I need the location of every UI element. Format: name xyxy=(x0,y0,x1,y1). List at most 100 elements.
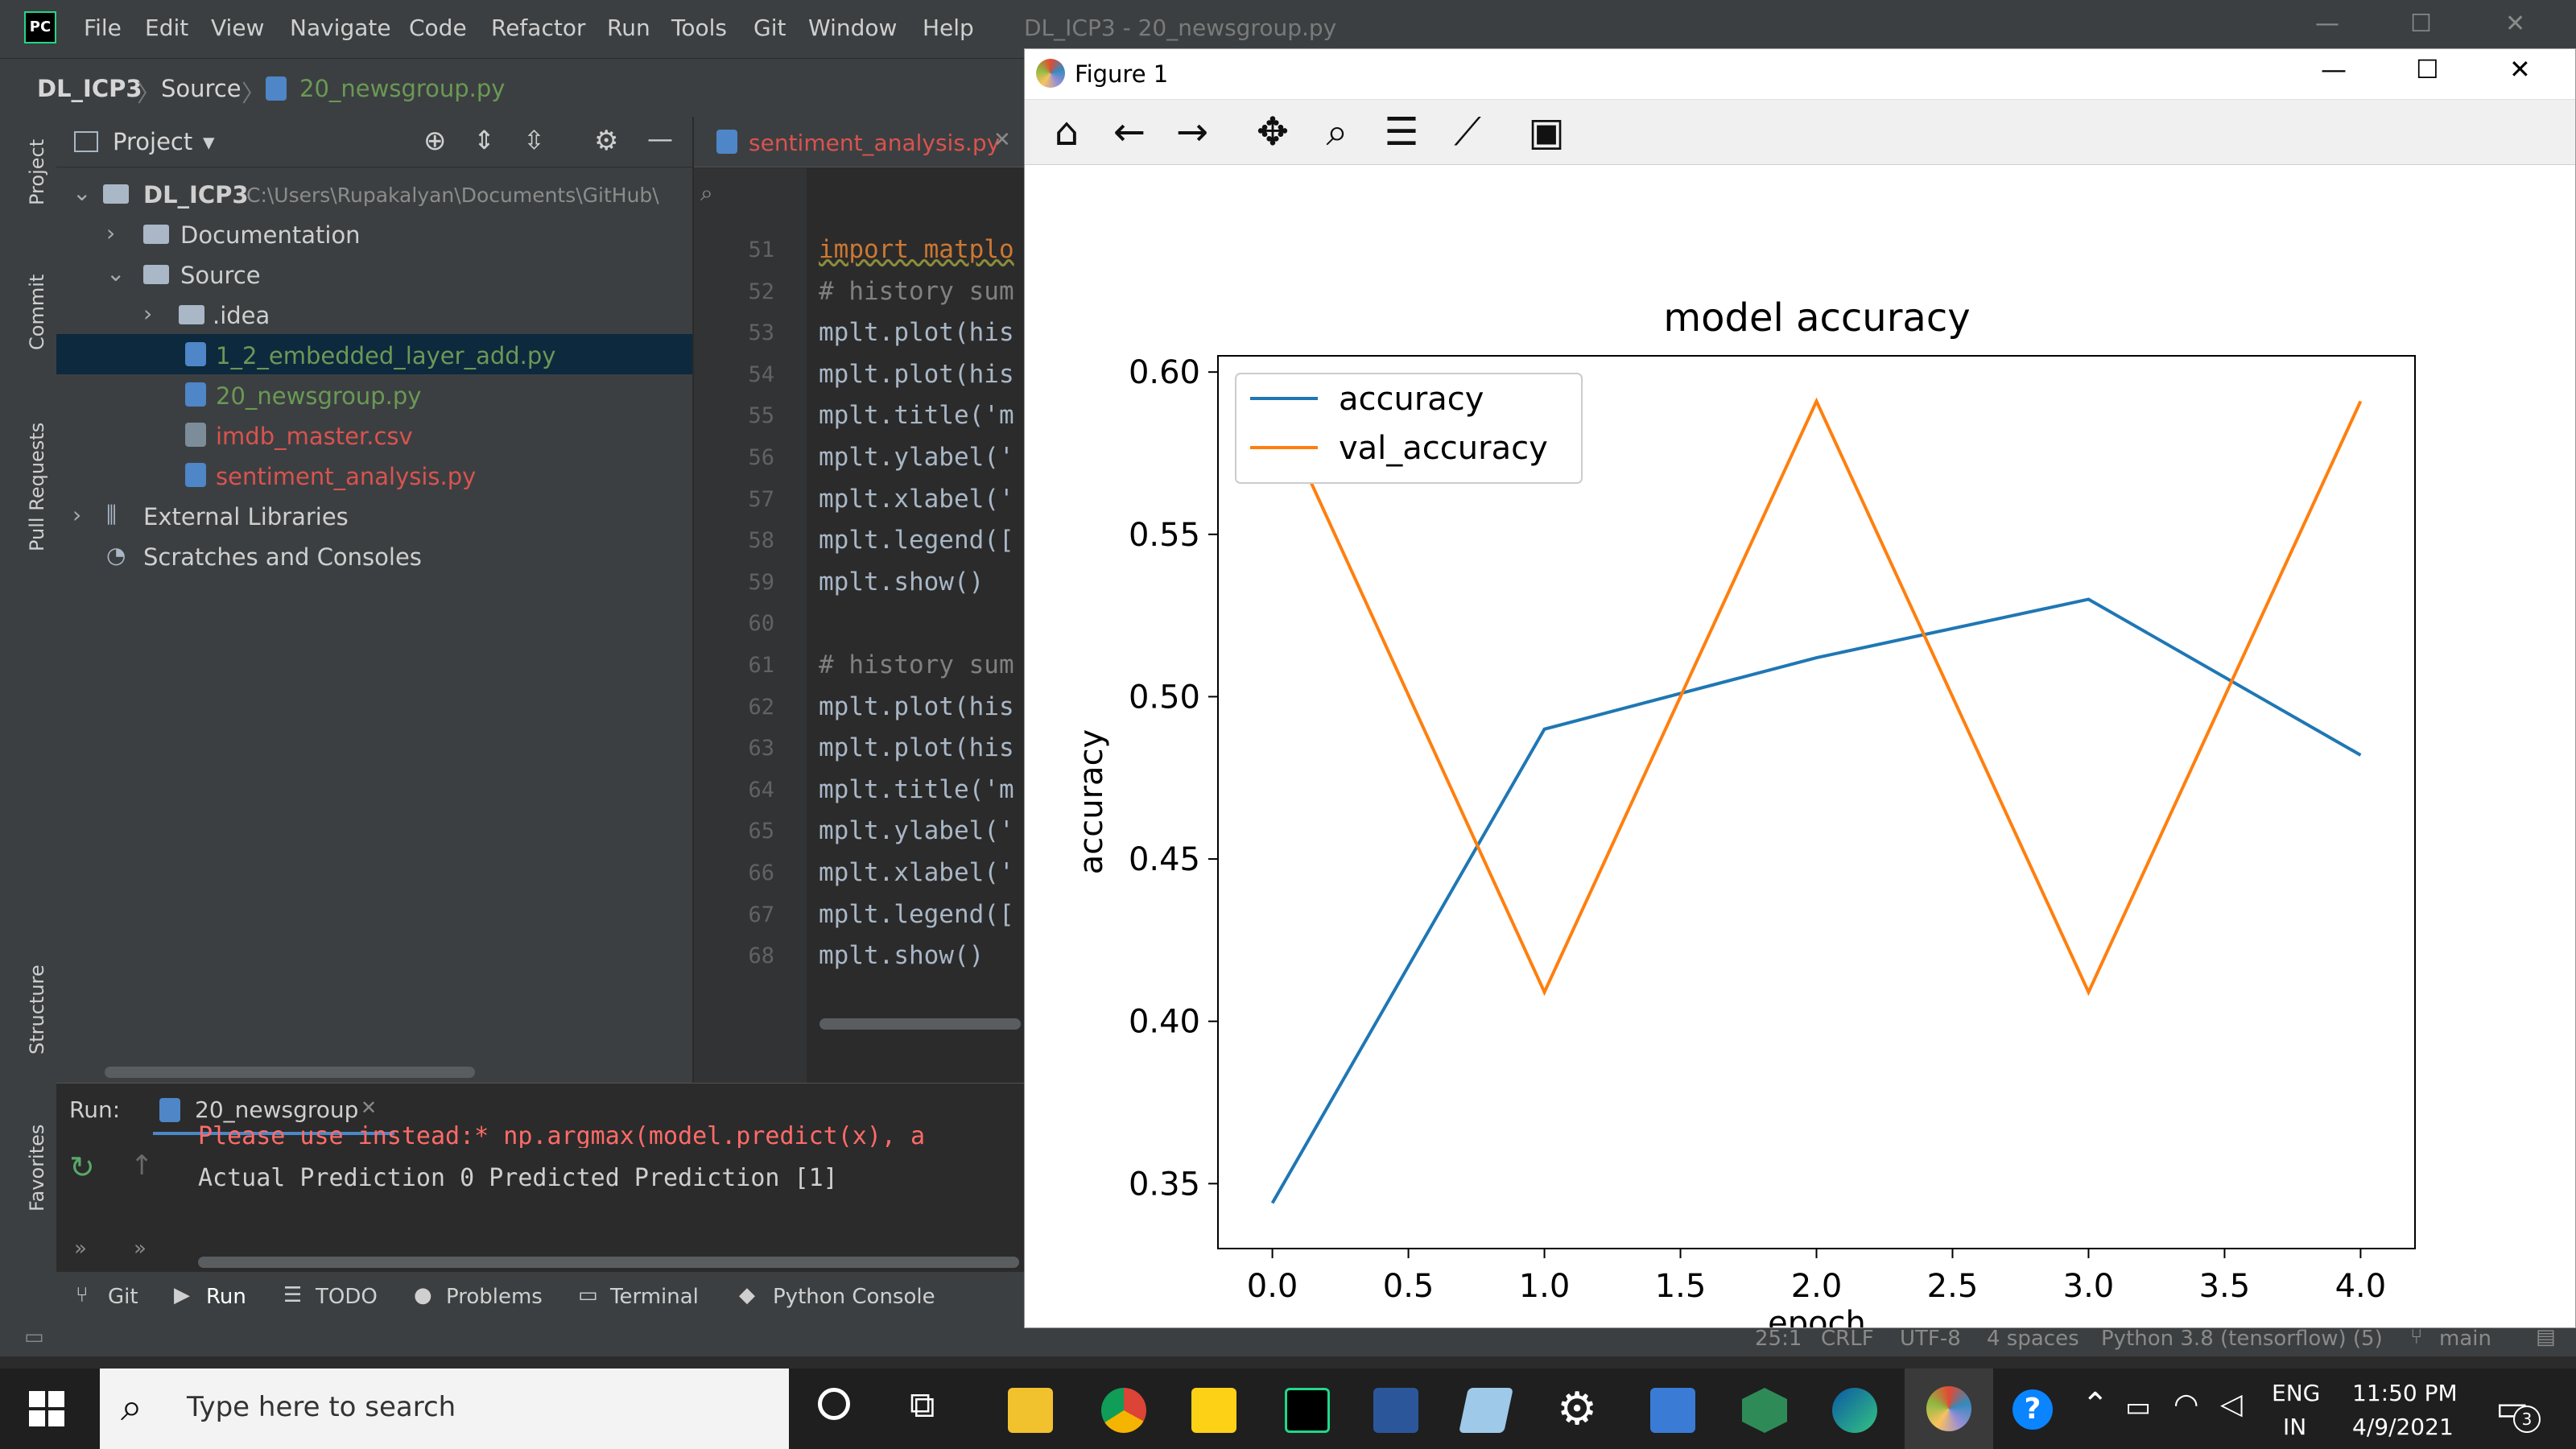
tree-item-embedded-layer[interactable]: 1_2_embedded_layer_add.py xyxy=(56,334,692,374)
status-encoding[interactable]: UTF-8 xyxy=(1900,1327,1961,1351)
run-output-scrollbar[interactable] xyxy=(198,1257,1019,1268)
back-arrow-icon[interactable]: ← xyxy=(1113,109,1146,155)
zoom-icon[interactable]: ⌕ xyxy=(1326,109,1348,155)
horizontal-scrollbar[interactable] xyxy=(105,1067,475,1078)
figure-maximize-icon[interactable]: ☐ xyxy=(2416,54,2439,85)
menu-edit[interactable]: Edit xyxy=(145,14,189,41)
menu-tools[interactable]: Tools xyxy=(671,14,727,41)
run-tab-20-newsgroup[interactable]: 20_newsgroup xyxy=(195,1096,359,1123)
clock-time[interactable]: 11:50 PM xyxy=(2352,1380,2458,1406)
more-actions-icon[interactable]: » xyxy=(74,1236,87,1261)
menu-file[interactable]: File xyxy=(84,14,122,41)
project-view-selector[interactable]: Project xyxy=(113,128,193,155)
pan-icon[interactable]: ✥ xyxy=(1256,109,1290,155)
rerun-icon[interactable]: ↻ xyxy=(69,1150,95,1185)
tree-item-root[interactable]: ⌄ DL_ICP3 C:\Users\Rupakalyan\Documents\… xyxy=(56,173,692,213)
menu-help[interactable]: Help xyxy=(923,14,974,41)
status-line-separator[interactable]: CRLF xyxy=(1821,1327,1874,1351)
windows-start-icon[interactable] xyxy=(29,1391,64,1426)
notifications-icon[interactable]: ▤ xyxy=(2536,1325,2556,1349)
more-actions-icon[interactable]: » xyxy=(134,1236,147,1261)
menu-run[interactable]: Run xyxy=(607,14,650,41)
tree-item-imdb-master[interactable]: imdb_master.csv xyxy=(56,415,692,455)
status-caret-position[interactable]: 25:1 xyxy=(1755,1327,1802,1351)
tool-button-python-console[interactable]: Python Console xyxy=(773,1285,935,1309)
tray-chevron-up-icon[interactable]: ⌃ xyxy=(2082,1386,2109,1423)
configure-icon[interactable]: ☰ xyxy=(1384,109,1419,155)
photos-icon[interactable] xyxy=(1650,1388,1695,1433)
status-indent[interactable]: 4 spaces xyxy=(1987,1327,2079,1351)
ide-maximize-icon[interactable]: ☐ xyxy=(2410,10,2432,38)
breadcrumb-source[interactable]: Source xyxy=(161,75,242,102)
side-tab-project[interactable]: Project xyxy=(26,138,48,205)
tool-button-terminal[interactable]: Terminal xyxy=(610,1285,699,1309)
side-tab-pull-requests[interactable]: Pull Requests xyxy=(26,422,48,551)
edit-axis-icon[interactable]: ⟋ xyxy=(1454,109,1481,155)
matplotlib-taskbar-slot[interactable] xyxy=(1905,1368,1993,1449)
search-icon[interactable]: ⌕ xyxy=(700,180,713,206)
battery-icon[interactable]: ▭ xyxy=(2125,1391,2152,1423)
tree-item-idea[interactable]: › .idea xyxy=(56,294,692,334)
notes-app-icon[interactable] xyxy=(1459,1388,1513,1433)
taskbar-search-box[interactable]: ⌕ Type here to search xyxy=(100,1368,789,1449)
side-tab-structure[interactable]: Structure xyxy=(26,964,48,1055)
task-view-icon[interactable]: ⧉ xyxy=(910,1385,935,1426)
language-indicator[interactable]: ENG xyxy=(2272,1380,2321,1406)
editor-scrollbar[interactable] xyxy=(819,1018,1021,1030)
tree-item-scratches[interactable]: ◔ Scratches and Consoles xyxy=(56,535,692,576)
settings-icon[interactable]: ⚙ xyxy=(1557,1383,1598,1435)
menu-code[interactable]: Code xyxy=(409,14,467,41)
ide-close-icon[interactable]: ✕ xyxy=(2505,10,2526,38)
status-git-branch[interactable]: main xyxy=(2439,1327,2491,1351)
menu-window[interactable]: Window xyxy=(808,14,898,41)
collapse-all-icon[interactable]: ⇳ xyxy=(523,125,545,155)
expand-all-icon[interactable]: ⇕ xyxy=(473,125,495,155)
menu-refactor[interactable]: Refactor xyxy=(491,14,586,41)
language-region[interactable]: IN xyxy=(2283,1414,2307,1440)
code-editor[interactable]: sentiment_analysis.py ✕ ⌕ 51 import matpl… xyxy=(694,117,1024,1083)
tree-item-external-libraries[interactable]: › ⫼ External Libraries xyxy=(56,495,692,535)
ide-minimize-icon[interactable]: — xyxy=(2315,10,2339,38)
side-tab-commit[interactable]: Commit xyxy=(26,274,48,350)
volume-icon[interactable]: ◁ xyxy=(2220,1388,2243,1421)
side-tab-favorites[interactable]: Favorites xyxy=(26,1124,48,1212)
menu-navigate[interactable]: Navigate xyxy=(290,14,391,41)
hide-panel-icon[interactable]: — xyxy=(647,123,673,154)
tree-item-documentation[interactable]: › Documentation xyxy=(56,213,692,254)
tree-item-source[interactable]: ⌄ Source xyxy=(56,254,692,294)
tree-item-20-newsgroup[interactable]: 20_newsgroup.py xyxy=(56,374,692,415)
locate-icon[interactable]: ⊕ xyxy=(423,125,447,157)
wifi-icon[interactable]: ◠ xyxy=(2174,1388,2199,1421)
chevron-right-icon[interactable]: › xyxy=(106,220,116,246)
breadcrumb-file[interactable]: 20_newsgroup.py xyxy=(299,75,506,102)
figure-close-icon[interactable]: ✕ xyxy=(2509,54,2531,85)
save-icon[interactable]: ▣ xyxy=(1528,109,1565,155)
help-icon[interactable]: ? xyxy=(2013,1389,2053,1430)
tool-button-run[interactable]: Run xyxy=(206,1285,246,1309)
chevron-right-icon[interactable]: › xyxy=(72,502,82,528)
editor-tab-sentiment-analysis[interactable]: sentiment_analysis.py xyxy=(749,130,1001,156)
taskbar-search-input[interactable]: Type here to search xyxy=(187,1391,456,1423)
edge-icon[interactable] xyxy=(1832,1388,1877,1433)
breadcrumb-project[interactable]: DL_ICP3 xyxy=(37,75,142,102)
chevron-down-icon[interactable]: ⌄ xyxy=(72,180,92,206)
forward-arrow-icon[interactable]: → xyxy=(1175,109,1209,155)
menu-view[interactable]: View xyxy=(211,14,265,41)
chrome-icon[interactable] xyxy=(1101,1388,1146,1433)
status-interpreter[interactable]: Python 3.8 (tensorflow) (5) xyxy=(2101,1327,2383,1351)
chevron-down-icon[interactable]: ⌄ xyxy=(106,260,126,287)
tree-item-sentiment-analysis[interactable]: sentiment_analysis.py xyxy=(56,455,692,495)
file-explorer-icon[interactable] xyxy=(1008,1388,1053,1433)
tool-button-todo[interactable]: TODO xyxy=(316,1285,378,1309)
menu-git[interactable]: Git xyxy=(753,14,786,41)
close-run-tab-icon[interactable]: ✕ xyxy=(361,1096,378,1119)
close-tab-icon[interactable]: ✕ xyxy=(993,128,1011,152)
chevron-down-icon[interactable]: ▾ xyxy=(203,128,215,155)
layout-icon[interactable]: ▭ xyxy=(24,1325,44,1349)
word-icon[interactable] xyxy=(1373,1388,1418,1433)
clock-date[interactable]: 4/9/2021 xyxy=(2352,1414,2454,1440)
figure-minimize-icon[interactable]: — xyxy=(2321,54,2347,85)
3d-app-icon[interactable] xyxy=(1742,1388,1787,1433)
tool-button-git[interactable]: Git xyxy=(108,1285,138,1309)
chevron-right-icon[interactable]: › xyxy=(143,300,153,327)
